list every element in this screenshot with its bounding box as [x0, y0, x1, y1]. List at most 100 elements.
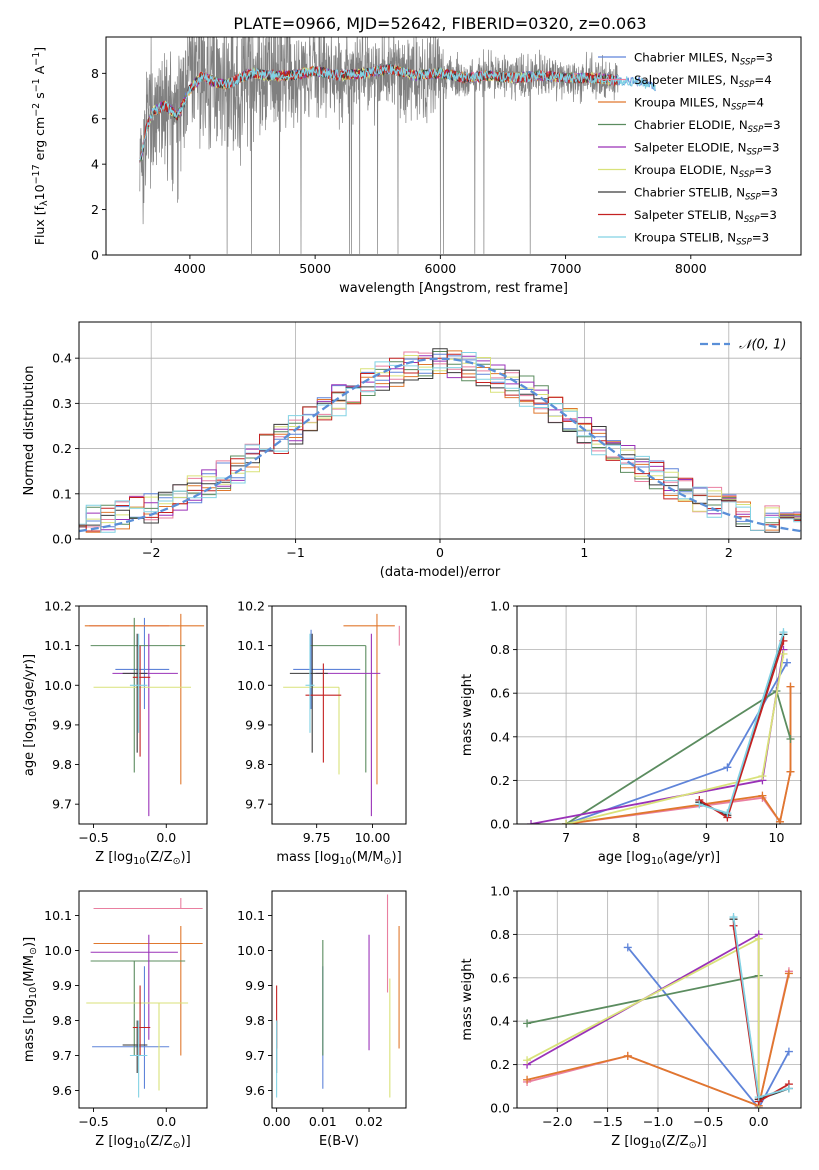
model-spectrum-line	[139, 64, 619, 162]
legend-label: Chabrier STELIB, NSSP=3	[634, 186, 778, 203]
x-tick-label: 0.0	[156, 830, 176, 845]
y-tick-label: 9.6	[245, 1083, 265, 1098]
mass-weight-line	[565, 689, 792, 824]
label-part: A	[32, 65, 47, 78]
model-spectrum-line	[139, 63, 619, 163]
label-part: Z [log	[95, 850, 133, 865]
y-tick-label: 10.1	[237, 638, 265, 653]
y-tick-label: 9.8	[52, 757, 72, 772]
y-tick-label: 0.2	[490, 1057, 510, 1072]
mass-weight-marker	[782, 658, 791, 667]
legend-label-base: Chabrier MILES, N	[634, 51, 740, 65]
y-tick-label: 0.0	[490, 817, 510, 832]
y-tick-label: 0.0	[52, 532, 72, 547]
legend-label-sub: SSP	[746, 148, 762, 158]
y-tick-label: 0.8	[490, 642, 510, 657]
mass-weight-marker	[523, 1075, 532, 1084]
mass-vs-metallicity-panel: −0.5 0.09.69.79.89.910.010.1Z [log10(Z/Z⊙…	[22, 890, 208, 1151]
label-part: )]	[392, 850, 402, 865]
x-tick-label: −2.0	[542, 1114, 572, 1129]
label-part: s	[32, 92, 47, 103]
mass-weight-marker	[784, 969, 793, 978]
legend-label-tail: =3	[754, 163, 771, 177]
mass-weight-marker	[786, 682, 795, 691]
legend-label: Chabrier ELODIE, NSSP=3	[634, 118, 781, 135]
legend-label-sub: SSP	[739, 170, 755, 180]
label-part: E(B-V)	[319, 1134, 359, 1149]
x-axis-label: mass [log10(M/M⊙)]	[276, 850, 401, 867]
legend-label-base: Chabrier ELODIE, N	[634, 118, 748, 132]
residual-histogram	[79, 352, 801, 533]
x-tick-label: 9	[702, 830, 710, 845]
y-tick-label: 0.3	[52, 396, 72, 411]
label-part: (M/M	[352, 850, 384, 865]
mass-weight-marker	[623, 943, 632, 952]
x-tick-label: 4000	[174, 261, 206, 276]
axes-frame-rect	[516, 605, 802, 825]
y-tick-label: 9.8	[245, 757, 265, 772]
mass-weight-line	[526, 973, 790, 1108]
axes-frame-rect	[78, 890, 208, 1109]
age-vs-mass-panel: 9.75 10.00 9.7 9.8 9.9 10.0 10.1 10.2 mass [log1…	[237, 599, 407, 867]
x-axis-label: Z [log10(Z/Z⊙)]	[95, 1134, 190, 1151]
residuals-panel: −2 −1 0 1 2 0.0 0.1 0.2 0.3 0.4 𝒩(0, 1) (data-model…	[22, 321, 802, 580]
y-tick-label: 0.6	[490, 686, 510, 701]
legend-label-sub: SSP	[739, 80, 755, 90]
legend-label-base: Salpeter STELIB, N	[634, 208, 744, 222]
x-tick-label: 1	[580, 545, 588, 560]
mass-weight-marker	[729, 913, 738, 922]
axes-frame: −0.5 0.09.79.89.910.010.110.2Z [log10(Z/Z…	[22, 599, 208, 867]
y-tick-label: 0.6	[490, 970, 510, 985]
y-tick-label: 10.1	[237, 908, 265, 923]
legend-label-sub: SSP	[745, 193, 761, 203]
label-part: mass weight	[460, 958, 475, 1040]
y-tick-label: 9.7	[245, 797, 265, 812]
plot-area	[139, 37, 656, 254]
data-spectrum-line	[139, 37, 619, 254]
axes-frame-rect	[271, 890, 407, 1109]
y-tick-label: 1.0	[490, 599, 510, 614]
x-tick-label: 7000	[550, 261, 582, 276]
weight-vs-metallicity-panel: −2.0 −1.5 −1.0 −0.5 0.0 0.0 0.2 0.4 0.6 0.8 1.0 Z […	[460, 884, 802, 1151]
x-axis-label: Z [log10(Z/Z⊙)]	[95, 850, 190, 867]
legend-label-sub: SSP	[740, 58, 756, 68]
legend-label-tail: =3	[756, 51, 773, 65]
y-tick-label: 0.2	[52, 441, 72, 456]
legend-label-tail: =3	[752, 231, 769, 245]
x-tick-label: 0	[436, 545, 444, 560]
axes-frame: 9.75 10.00 9.7 9.8 9.9 10.0 10.1 10.2 mass [log1…	[237, 599, 407, 867]
x-tick-label: 0.0	[156, 1114, 176, 1129]
plot-area	[283, 613, 400, 817]
label-part: age [log	[22, 723, 37, 776]
axes-frame-rect	[271, 605, 407, 825]
x-tick-label: −1.5	[592, 1114, 622, 1129]
x-tick-label: 5000	[299, 261, 331, 276]
mass-weight-marker	[623, 1051, 632, 1060]
y-tick-label: 9.7	[52, 1048, 72, 1063]
y-tick-label: 9.9	[52, 717, 72, 732]
legend-label: Salpeter MILES, NSSP=4	[634, 73, 772, 90]
legend-label-sub: SSP	[744, 215, 760, 225]
label-part: ⊙	[689, 1140, 697, 1151]
y-tick-label: 9.8	[52, 1013, 72, 1028]
axes-frame: 0.00 0.01 0.02 9.6 9.7 9.8 9.9 10.0 10.1 E(B-V)	[237, 890, 407, 1149]
label-part: ⊙	[28, 947, 39, 955]
plot-area	[84, 613, 205, 817]
label-part: Z [log	[611, 1134, 649, 1149]
label-part: ⊙	[173, 1140, 181, 1151]
y-tick-label: 0.4	[52, 351, 72, 366]
mass-weight-line	[526, 937, 760, 1108]
mass-weight-marker	[523, 1056, 532, 1065]
label-part: 10	[28, 987, 39, 999]
y-tick-label: 0.0	[490, 1101, 510, 1116]
label-part: λ	[39, 200, 50, 206]
legend-label: Salpeter STELIB, NSSP=3	[634, 208, 777, 225]
y-tick-label: 0	[91, 248, 99, 263]
y-tick-label: 10.2	[237, 599, 265, 614]
y-tick-label: 0.2	[490, 773, 510, 788]
x-tick-label: −1	[286, 545, 304, 560]
mass-weight-marker	[754, 934, 763, 943]
y-axis-label: age [log10(age/yr)]	[22, 654, 39, 776]
label-part: )]	[22, 937, 37, 947]
